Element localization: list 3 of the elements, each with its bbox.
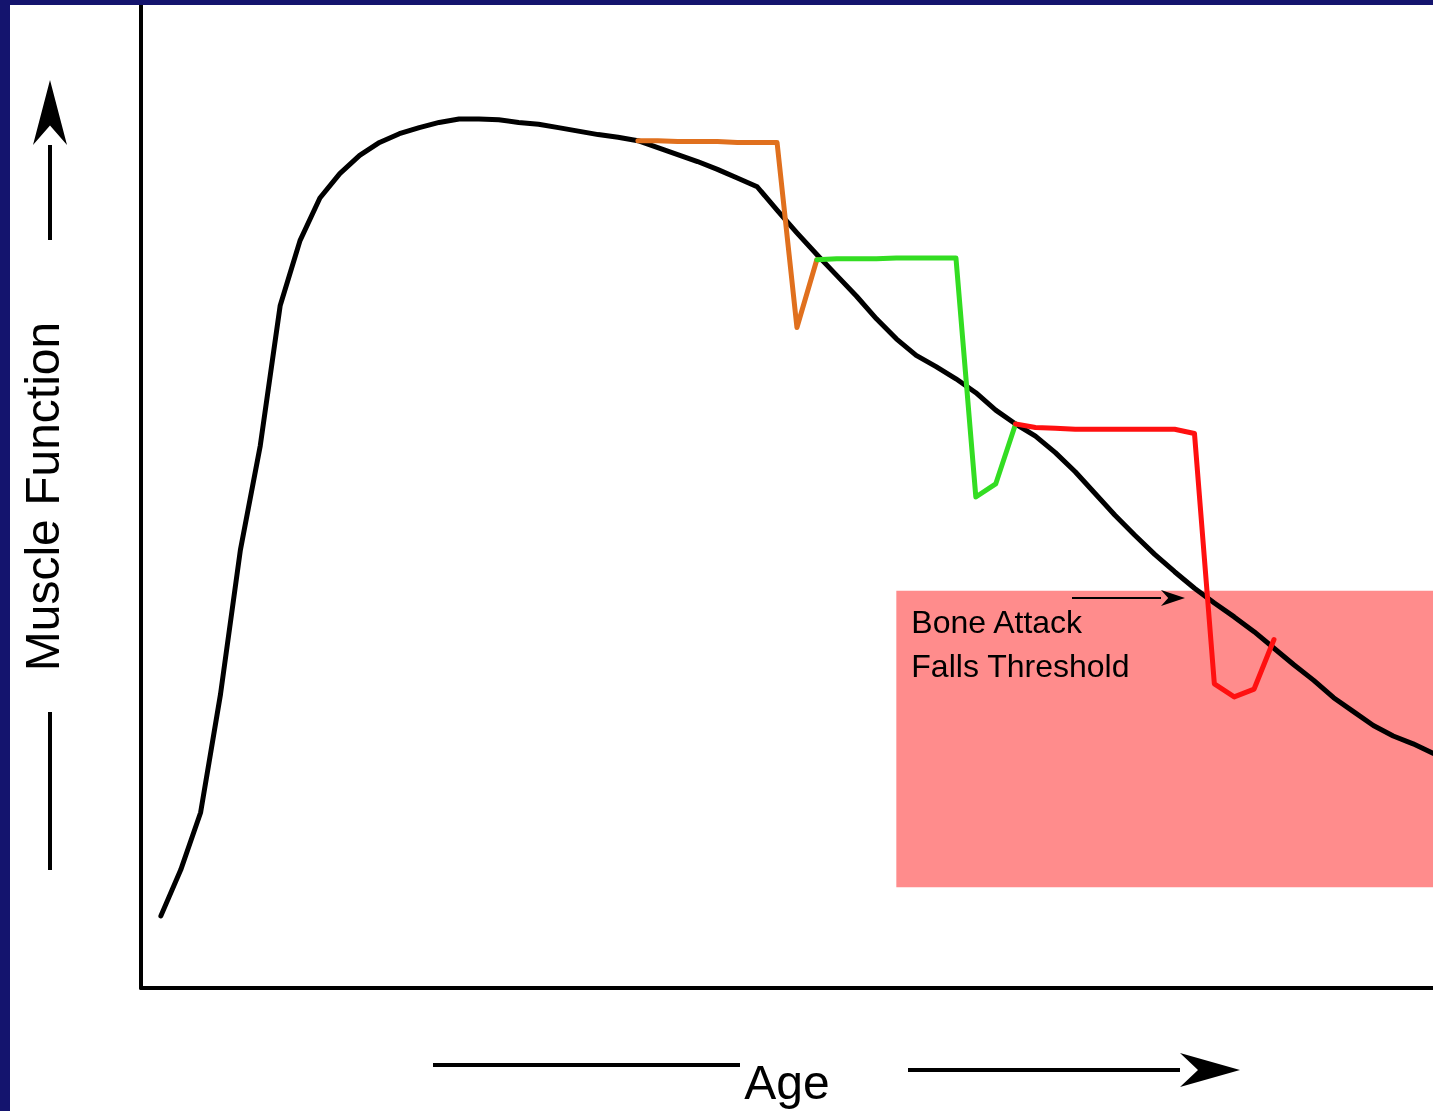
band-label: Bone Attack Falls Threshold [911, 603, 1130, 684]
x-axis-title: Age [744, 1055, 830, 1109]
y-axis-title: Muscle Function [15, 321, 69, 672]
